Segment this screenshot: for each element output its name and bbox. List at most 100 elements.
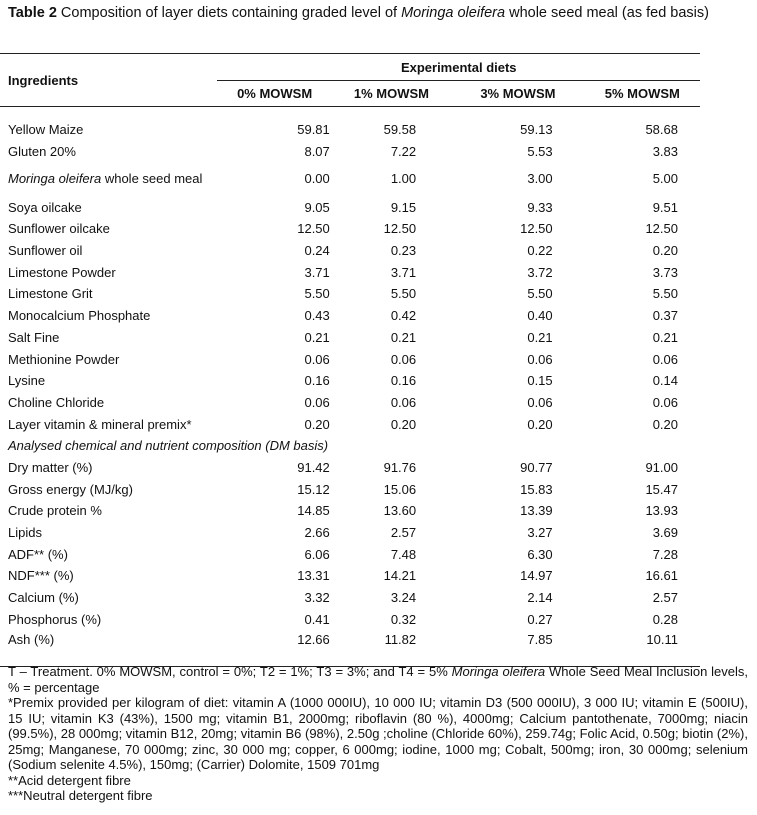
ingredient-label: Sunflower oilcake [8,221,110,237]
cell-value: 0.20 [390,416,417,432]
cell-value: 3.73 [652,264,678,280]
cell-value: 14.21 [383,568,417,584]
cell-value: 59.58 [383,122,417,138]
ingredient-label: Yellow Maize [8,122,84,138]
cell-value: 59.13 [520,122,553,138]
table-row: Gross energy (MJ/kg) 15.12 15.06 15.83 15.47 [0,478,700,500]
footnote-text: T – Treatment. 0% MOWSM, control = 0%; T… [8,664,452,679]
table-row: Choline Chloride 0.06 0.06 0.06 0.06 [0,392,700,414]
table-row: Ash (%) 12.66 11.82 7.85 10.11 [0,630,700,668]
cell-value: 9.33 [527,199,553,215]
cell-value: 0.37 [652,308,678,324]
ingredient-name: Calcium (%) [0,587,217,609]
column-header: 0% MOWSM [217,80,332,107]
ingredient-name: Salt Fine [0,327,217,349]
table-row: Limestone Grit 5.50 5.50 5.50 5.50 [0,283,700,305]
cell-value: 12.50 [383,221,417,237]
cell-value: 5.50 [390,286,417,302]
ingredient-label: Choline Chloride [8,394,105,410]
table-row: Yellow Maize 59.81 59.58 59.13 58.68 [0,107,700,141]
ingredient-label: Salt Fine [8,329,60,345]
cell-value: 14.85 [297,503,330,519]
cell-value: 6.30 [527,546,553,562]
cell-value: 0.40 [527,308,553,324]
ingredient-name: Methionine Powder [0,348,217,370]
cell-value: 3.32 [304,590,330,606]
cell-value: 2.57 [390,525,417,541]
table-row: Salt Fine 0.21 0.21 0.21 0.21 [0,327,700,349]
ingredient-label: NDF*** (%) [8,568,74,584]
cell-value: 0.16 [304,373,330,389]
cell-value: 5.50 [527,286,553,302]
ingredient-name: Phosphorus (%) [0,608,217,630]
cell-value: 0.06 [390,394,417,410]
cell-value: 15.47 [645,481,678,497]
ingredient-name: Moringa oleifera whole seed meal [0,162,217,196]
ingredient-name: Yellow Maize [0,107,217,141]
cell-value: 12.50 [520,221,553,237]
table-row: Sunflower oil 0.24 0.23 0.22 0.20 [0,240,700,262]
ingredient-name: Soya oilcake [0,196,217,218]
cell-value: 7.48 [390,546,417,562]
cell-value: 3.71 [304,264,330,280]
cell-value: 9.05 [304,199,330,215]
cell-value: 6.06 [304,546,330,562]
ingredient-name: Limestone Grit [0,283,217,305]
caption-species: Moringa oleifera [401,5,506,21]
cell-value: 0.06 [304,394,330,410]
cell-value: 0.32 [390,611,417,627]
cell-value: 9.15 [390,199,417,215]
ingredient-name: Dry matter (%) [0,457,217,479]
cell-value: 13.60 [383,503,417,519]
footnote-ndf: ***Neutral detergent fibre [8,788,153,803]
table-row: Sunflower oilcake 12.50 12.50 12.50 12.50 [0,218,700,240]
ingredient-name: Choline Chloride [0,392,217,414]
cell-value: 12.50 [645,221,678,237]
ingredient-name: Lysine [0,370,217,392]
cell-value: 0.00 [304,171,330,187]
table-row: Lipids 2.66 2.57 3.27 3.69 [0,522,700,544]
column-header: 5% MOWSM [584,80,700,107]
cell-value: 0.20 [652,416,678,432]
ingredient-label: Phosphorus (%) [8,611,102,627]
footnote-premix: *Premix provided per kilogram of diet: v… [8,695,748,772]
ingredient-label: Gluten 20% [8,144,76,160]
cell-value: 0.43 [304,308,330,324]
footnote-text-end: Whole Seed Meal Inclusion levels, % = pe… [8,664,749,695]
column-header: 3% MOWSM [451,80,585,107]
ingredient-name: Gross energy (MJ/kg) [0,478,217,500]
cell-value: 0.16 [390,373,417,389]
cell-value: 0.24 [304,243,330,259]
ingredient-name: Sunflower oil [0,240,217,262]
ingredient-label: ADF** (%) [8,546,68,562]
ingredient-label: Sunflower oil [8,243,83,259]
cell-value: 91.76 [383,459,417,475]
cell-value: 5.53 [527,144,553,160]
cell-value: 0.21 [527,329,553,345]
cell-value: 2.57 [652,590,678,606]
cell-value: 3.83 [652,144,678,160]
cell-value: 0.21 [304,329,330,345]
section-label: Analysed chemical and nutrient compositi… [8,438,329,454]
cell-value: 5.00 [652,171,678,187]
cell-value: 0.06 [652,351,678,367]
cell-value: 9.51 [652,199,678,215]
cell-value: 10.11 [584,630,700,668]
ingredient-name: Limestone Powder [0,261,217,283]
cell-value: 0.22 [527,243,553,259]
footnote-treatment: T – Treatment. 0% MOWSM, control = 0%; T… [8,664,748,695]
ingredient-label: Gross energy (MJ/kg) [8,481,133,497]
ingredient-name: Ash (%) [0,630,218,668]
ingredient-name: Monocalcium Phosphate [0,305,217,327]
footnote-adf: **Acid detergent fibre [8,772,131,788]
cell-value: 0.41 [304,611,330,627]
cell-value: 7.22 [390,144,417,160]
ingredient-label: Calcium (%) [8,590,79,606]
ingredient-name: Lipids [0,522,217,544]
ingredient-label: Crude protein % [8,503,102,519]
cell-value: 0.20 [527,416,553,432]
cell-value: 0.06 [527,351,553,367]
cell-value: 3.24 [390,590,417,606]
ingredient-name: Layer vitamin & mineral premix* [0,413,217,435]
caption-text: Composition of layer diets containing gr… [60,5,402,21]
